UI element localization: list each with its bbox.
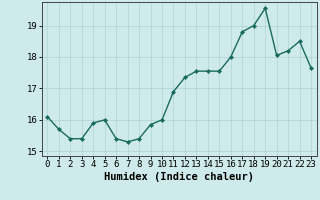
X-axis label: Humidex (Indice chaleur): Humidex (Indice chaleur) xyxy=(104,172,254,182)
